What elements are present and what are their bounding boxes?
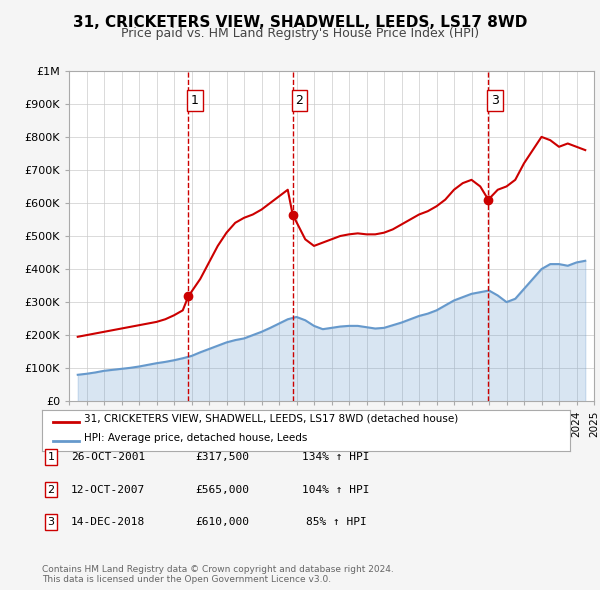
Text: Price paid vs. HM Land Registry's House Price Index (HPI): Price paid vs. HM Land Registry's House …	[121, 27, 479, 40]
Text: 1: 1	[47, 453, 55, 462]
Text: 12-OCT-2007: 12-OCT-2007	[71, 485, 145, 494]
Text: 3: 3	[491, 94, 499, 107]
Text: HPI: Average price, detached house, Leeds: HPI: Average price, detached house, Leed…	[84, 432, 308, 442]
Text: 3: 3	[47, 517, 55, 527]
Text: £610,000: £610,000	[195, 517, 249, 527]
Text: 31, CRICKETERS VIEW, SHADWELL, LEEDS, LS17 8WD: 31, CRICKETERS VIEW, SHADWELL, LEEDS, LS…	[73, 15, 527, 30]
Text: 2: 2	[295, 94, 303, 107]
Text: £565,000: £565,000	[195, 485, 249, 494]
Text: 31, CRICKETERS VIEW, SHADWELL, LEEDS, LS17 8WD (detached house): 31, CRICKETERS VIEW, SHADWELL, LEEDS, LS…	[84, 413, 458, 423]
Text: Contains HM Land Registry data © Crown copyright and database right 2024.
This d: Contains HM Land Registry data © Crown c…	[42, 565, 394, 584]
Text: 134% ↑ HPI: 134% ↑ HPI	[302, 453, 370, 462]
Text: 1: 1	[191, 94, 199, 107]
Text: 85% ↑ HPI: 85% ↑ HPI	[305, 517, 367, 527]
Text: £317,500: £317,500	[195, 453, 249, 462]
Text: 14-DEC-2018: 14-DEC-2018	[71, 517, 145, 527]
Text: 26-OCT-2001: 26-OCT-2001	[71, 453, 145, 462]
Text: 104% ↑ HPI: 104% ↑ HPI	[302, 485, 370, 494]
Text: 2: 2	[47, 485, 55, 494]
